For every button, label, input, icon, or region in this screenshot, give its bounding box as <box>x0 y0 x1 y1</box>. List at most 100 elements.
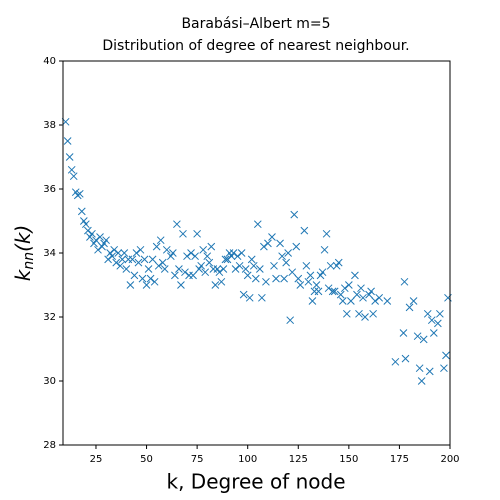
marker <box>239 290 248 299</box>
marker <box>336 290 345 299</box>
marker <box>158 258 167 267</box>
marker <box>272 274 280 283</box>
marker <box>88 229 96 238</box>
x-tick-label: 125 <box>289 454 308 465</box>
marker <box>140 255 149 264</box>
marker <box>249 261 258 270</box>
marker <box>440 364 448 373</box>
marker <box>415 364 424 373</box>
marker <box>282 258 290 267</box>
marker <box>344 281 353 289</box>
marker <box>179 229 187 238</box>
marker <box>146 274 155 283</box>
marker <box>361 313 369 321</box>
marker <box>205 258 214 267</box>
marker <box>215 268 224 277</box>
marker <box>231 265 240 273</box>
marker <box>312 281 321 289</box>
marker <box>160 265 169 273</box>
x-tick-label: 25 <box>90 454 103 465</box>
marker <box>369 309 377 318</box>
marker <box>342 309 351 318</box>
marker <box>264 239 272 248</box>
marker <box>92 236 100 245</box>
marker <box>399 329 408 337</box>
chart-subtitle: Distribution of degree of nearest neighb… <box>102 38 409 54</box>
marker <box>168 249 177 257</box>
marker <box>347 297 355 305</box>
marker <box>251 274 260 283</box>
marker <box>112 258 121 267</box>
marker <box>371 297 380 305</box>
marker <box>199 245 208 254</box>
marker <box>177 281 185 289</box>
marker <box>102 236 110 245</box>
marker <box>120 249 129 257</box>
marker <box>326 261 335 270</box>
marker <box>258 293 266 302</box>
y-axis-label: knn(k) <box>11 225 38 282</box>
marker <box>124 255 133 264</box>
marker <box>308 297 317 305</box>
marker <box>171 271 179 280</box>
marker <box>367 287 375 296</box>
marker <box>233 252 242 261</box>
marker <box>417 377 426 385</box>
marker <box>134 258 143 267</box>
marker <box>193 229 201 238</box>
marker <box>118 255 127 264</box>
marker <box>340 284 349 293</box>
marker <box>355 309 363 318</box>
marker <box>284 249 293 257</box>
marker <box>409 297 418 305</box>
marker <box>162 245 171 254</box>
marker <box>320 245 329 254</box>
marker <box>84 226 92 235</box>
marker <box>181 268 189 277</box>
marker <box>245 293 254 302</box>
marker <box>229 249 238 257</box>
marker <box>296 281 305 289</box>
plot-frame <box>62 60 451 446</box>
y-tick-label: 28 <box>43 440 56 451</box>
marker <box>114 249 123 257</box>
marker <box>211 281 220 289</box>
marker <box>328 287 337 296</box>
marker <box>203 252 212 261</box>
marker <box>353 290 361 299</box>
marker <box>423 309 432 318</box>
marker <box>310 287 319 296</box>
marker <box>77 207 86 216</box>
marker <box>197 261 206 270</box>
marker <box>142 281 151 289</box>
marker <box>276 239 284 248</box>
marker <box>288 268 297 277</box>
marker <box>442 351 450 360</box>
marker <box>223 255 232 264</box>
marker <box>247 255 256 264</box>
marker <box>116 261 125 270</box>
marker <box>75 189 84 198</box>
y-tick-label: 38 <box>43 120 56 131</box>
marker <box>185 271 193 280</box>
marker <box>187 249 195 257</box>
marker <box>286 316 295 325</box>
marker <box>334 258 343 267</box>
marker <box>94 245 102 254</box>
y-tick-label: 34 <box>43 248 56 259</box>
marker <box>96 233 104 241</box>
marker <box>237 249 246 257</box>
marker <box>253 220 262 229</box>
y-tick-label: 36 <box>43 184 56 195</box>
marker <box>132 249 141 257</box>
marker <box>128 255 137 264</box>
marker <box>357 284 365 293</box>
x-tick-label: 200 <box>440 454 459 465</box>
y-tick-label: 32 <box>43 312 56 323</box>
marker <box>302 261 311 270</box>
marker <box>217 277 226 286</box>
marker <box>67 165 76 174</box>
marker <box>413 332 422 341</box>
marker <box>278 252 286 261</box>
